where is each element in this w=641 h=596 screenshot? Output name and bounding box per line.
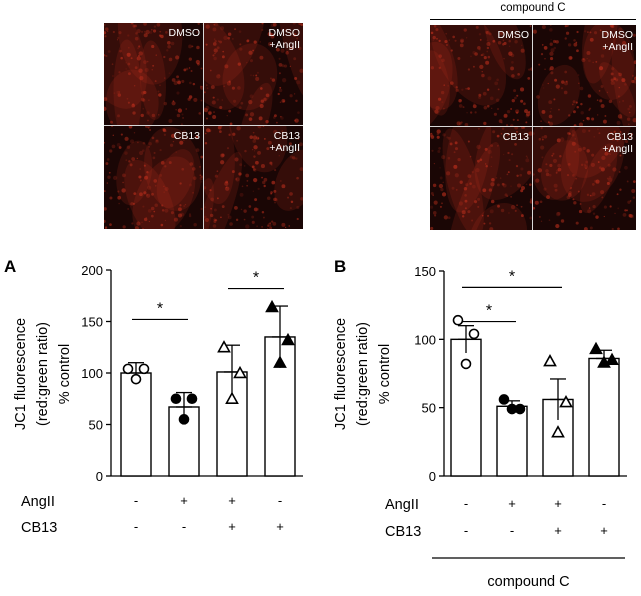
significance-star: * [253,270,259,287]
y-axis-label: % control [57,344,73,404]
y-axis-label: (red:green ratio) [35,322,51,426]
data-point [273,355,287,368]
data-point [543,354,557,367]
panel-letter: B [334,257,346,276]
data-point [468,328,480,340]
cb13-sign: - [464,523,468,538]
y-tick-label: 0 [96,469,103,484]
panel-letter: A [4,257,16,276]
data-point [170,393,182,405]
micrograph-label: CB13 +AngII [602,131,633,155]
bar [120,372,152,477]
micrograph-label: DMSO +AngII [601,29,634,53]
cb13-sign: + [554,523,562,538]
significance-star: * [486,303,492,320]
y-tick-label: 50 [89,418,103,433]
data-point [130,373,142,385]
data-point [138,363,150,375]
micrograph-panel-cb13-angii [533,127,636,230]
micrograph-label: DMSO +AngII [268,27,301,51]
y-tick-label: 50 [422,401,436,416]
angii-sign: + [180,493,188,508]
cb13-sign: + [228,519,236,534]
data-point [178,414,190,425]
data-point [217,340,231,353]
data-point [559,395,573,408]
compound-c-header: compound C [500,2,566,14]
data-point [605,352,619,366]
cb13-sign: - [510,523,514,538]
data-point [281,332,295,346]
angii-sign: - [134,493,138,508]
y-tick-label: 150 [81,315,103,330]
data-point [498,394,510,405]
cb13-sign: - [182,519,186,534]
data-point [225,391,239,404]
cb13-sign: + [276,519,284,534]
micrograph-group-right: DMSO DMSO +AngII CB13 CB13 +AngII [430,25,636,230]
significance-star: * [509,268,515,285]
y-tick-label: 100 [414,332,436,347]
y-tick-label: 100 [81,366,103,381]
angii-sign: + [554,496,562,511]
data-point [597,355,611,368]
micrograph-divider [104,125,303,126]
y-axis-label: JC1 fluorescence [333,318,349,430]
data-point [506,403,518,415]
group-label: compound C [487,574,569,590]
compound-c-header-line [430,19,636,20]
micrograph-divider [203,23,204,229]
angii-sign: - [464,496,468,511]
micrograph-panel-cb13 [104,126,203,229]
data-point [186,393,198,405]
y-tick-label: 150 [414,264,436,279]
micrograph-group-left: DMSO DMSO +AngII CB13 CB13 +AngII [104,23,303,229]
micrograph-panel-dmso-angii [204,23,303,125]
data-point [460,358,472,370]
y-axis-label: % control [377,344,393,404]
micrograph-panel-cb13-angii [204,126,303,229]
micrograph-label: DMSO [497,29,530,41]
data-point [551,425,565,438]
data-point [233,365,247,379]
micrograph-panel-dmso-angii [533,25,636,126]
micrograph-label: CB13 +AngII [269,130,300,154]
angii-sign: - [278,493,282,508]
data-point [589,341,603,355]
condition-row-label: CB13 [21,520,57,536]
condition-row-label: AngII [385,497,419,513]
micrograph-divider [430,126,636,127]
cb13-sign: - [134,519,138,534]
micrograph-panel-dmso [104,23,203,125]
micrograph-panel-dmso [430,25,532,126]
y-axis-label: (red:green ratio) [355,322,371,426]
y-tick-label: 200 [81,263,103,278]
angii-sign: + [228,493,236,508]
condition-row-label: CB13 [385,524,421,540]
bar [588,357,620,477]
angii-sign: + [508,496,516,511]
micrograph-label: CB13 [173,130,200,142]
significance-star: * [157,300,163,317]
micrograph-label: CB13 [502,131,529,143]
y-tick-label: 0 [429,469,436,484]
data-point [452,314,464,326]
y-axis-label: JC1 fluorescence [13,318,29,430]
angii-sign: - [602,496,606,511]
micrograph-divider [532,25,533,230]
data-point [122,363,134,375]
data-point [265,299,279,313]
cb13-sign: + [600,523,608,538]
bar [496,405,528,477]
micrograph-panel-cb13 [430,127,532,230]
condition-row-label: AngII [21,494,55,510]
micrograph-label: DMSO [168,27,201,39]
